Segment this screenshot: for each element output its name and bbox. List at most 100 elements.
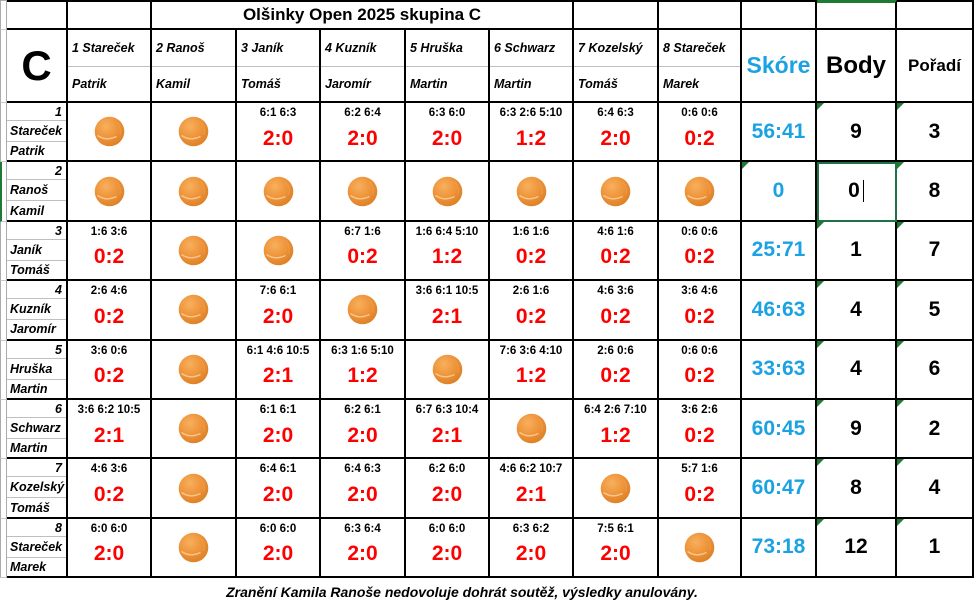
- title-row-empty-cell[interactable]: [742, 0, 817, 30]
- match-cell[interactable]: 2:6 1:6 0:2: [490, 281, 574, 341]
- rank-cell[interactable]: 4: [897, 459, 974, 519]
- player-row-label[interactable]: 1 Stareček Patrik: [7, 103, 68, 163]
- match-cell[interactable]: 5:7 1:6 0:2: [659, 459, 742, 519]
- points-cell[interactable]: 0: [817, 162, 897, 222]
- points-cell[interactable]: 9: [817, 399, 897, 460]
- match-cell[interactable]: [152, 399, 237, 460]
- match-cell[interactable]: [152, 221, 237, 282]
- match-cell[interactable]: [68, 162, 152, 222]
- match-cell[interactable]: 6:0 6:0 2:0: [237, 518, 321, 579]
- match-cell[interactable]: [406, 340, 490, 400]
- score-column-header[interactable]: Skóre: [742, 30, 817, 103]
- rank-cell[interactable]: 2: [897, 399, 974, 460]
- title-row-empty-cell[interactable]: [659, 0, 742, 30]
- match-cell[interactable]: [152, 459, 237, 519]
- match-cell[interactable]: [237, 162, 321, 222]
- match-cell[interactable]: 6:3 6:4 2:0: [321, 518, 406, 579]
- match-cell[interactable]: 1:6 6:4 5:10 1:2: [406, 221, 490, 282]
- match-cell[interactable]: 3:6 2:6 0:2: [659, 399, 742, 460]
- title-row-empty-cell[interactable]: [897, 0, 974, 30]
- score-cell[interactable]: 0: [742, 162, 817, 222]
- match-cell[interactable]: 3:6 6:1 10:5 2:1: [406, 281, 490, 341]
- match-cell[interactable]: 6:7 1:6 0:2: [321, 221, 406, 282]
- match-cell[interactable]: 6:3 1:6 5:10 1:2: [321, 340, 406, 400]
- player-row-label[interactable]: 8 Stareček Marek: [7, 518, 68, 579]
- match-cell[interactable]: [68, 103, 152, 163]
- footer-note-cell[interactable]: Zranění Kamila Ranoše nedovoluje dohrát …: [0, 578, 974, 605]
- group-letter-cell[interactable]: C: [7, 30, 68, 103]
- title-row-empty-cell[interactable]: [68, 0, 152, 30]
- score-cell[interactable]: 73:18: [742, 518, 817, 579]
- player-column-header-3[interactable]: 3 Janík Tomáš: [237, 30, 321, 103]
- match-cell[interactable]: 6:1 4:6 10:5 2:1: [237, 340, 321, 400]
- points-column-header[interactable]: Body: [817, 30, 897, 103]
- match-cell[interactable]: 6:7 6:3 10:4 2:1: [406, 399, 490, 460]
- match-cell[interactable]: 3:6 4:6 0:2: [659, 281, 742, 341]
- match-cell[interactable]: [237, 221, 321, 282]
- points-cell[interactable]: 12: [817, 518, 897, 579]
- match-cell[interactable]: [490, 399, 574, 460]
- score-cell[interactable]: 46:63: [742, 281, 817, 341]
- match-cell[interactable]: 1:6 1:6 0:2: [490, 221, 574, 282]
- match-cell[interactable]: 7:5 6:1 2:0: [574, 518, 659, 579]
- match-cell[interactable]: 4:6 3:6 0:2: [68, 459, 152, 519]
- match-cell[interactable]: [321, 281, 406, 341]
- match-cell[interactable]: 7:6 6:1 2:0: [237, 281, 321, 341]
- match-cell[interactable]: 1:6 3:6 0:2: [68, 221, 152, 282]
- points-cell[interactable]: 1: [817, 221, 897, 282]
- match-cell[interactable]: [574, 162, 659, 222]
- player-column-header-5[interactable]: 5 Hruška Martin: [406, 30, 490, 103]
- match-cell[interactable]: 6:1 6:1 2:0: [237, 399, 321, 460]
- match-cell[interactable]: 0:6 0:6 0:2: [659, 103, 742, 163]
- match-cell[interactable]: [659, 162, 742, 222]
- match-cell[interactable]: 3:6 0:6 0:2: [68, 340, 152, 400]
- match-cell[interactable]: 4:6 1:6 0:2: [574, 221, 659, 282]
- points-cell[interactable]: 9: [817, 103, 897, 163]
- title-row-empty-cell-body-col[interactable]: [817, 0, 897, 30]
- player-column-header-2[interactable]: 2 Ranoš Kamil: [152, 30, 237, 103]
- player-column-header-1[interactable]: 1 Stareček Patrik: [68, 30, 152, 103]
- match-cell[interactable]: [659, 518, 742, 579]
- points-cell[interactable]: 4: [817, 340, 897, 400]
- score-cell[interactable]: 56:41: [742, 103, 817, 163]
- match-cell[interactable]: 7:6 3:6 4:10 1:2: [490, 340, 574, 400]
- match-cell[interactable]: 2:6 4:6 0:2: [68, 281, 152, 341]
- points-cell[interactable]: 4: [817, 281, 897, 341]
- match-cell[interactable]: [406, 162, 490, 222]
- rank-cell[interactable]: 1: [897, 518, 974, 579]
- match-cell[interactable]: 2:6 0:6 0:2: [574, 340, 659, 400]
- sheet-title-cell[interactable]: Olšinky Open 2025 skupina C: [152, 0, 574, 30]
- title-row-empty-cell[interactable]: [7, 0, 68, 30]
- rank-cell[interactable]: 7: [897, 221, 974, 282]
- match-cell[interactable]: 6:3 6:0 2:0: [406, 103, 490, 163]
- rank-cell[interactable]: 3: [897, 103, 974, 163]
- player-row-label[interactable]: 5 Hruška Martin: [7, 340, 68, 400]
- match-cell[interactable]: 6:4 6:3 2:0: [321, 459, 406, 519]
- match-cell[interactable]: 6:2 6:1 2:0: [321, 399, 406, 460]
- match-cell[interactable]: [152, 162, 237, 222]
- player-column-header-8[interactable]: 8 Stareček Marek: [659, 30, 742, 103]
- title-row-empty-cell[interactable]: [574, 0, 659, 30]
- match-cell[interactable]: 6:4 2:6 7:10 1:2: [574, 399, 659, 460]
- rank-column-header[interactable]: Pořadí: [897, 30, 974, 103]
- match-cell[interactable]: 6:3 6:2 2:0: [490, 518, 574, 579]
- match-cell[interactable]: 0:6 0:6 0:2: [659, 340, 742, 400]
- player-row-label[interactable]: 7 Kozelský Tomáš: [7, 459, 68, 519]
- rank-cell[interactable]: 6: [897, 340, 974, 400]
- score-cell[interactable]: 25:71: [742, 221, 817, 282]
- match-cell[interactable]: [152, 103, 237, 163]
- player-row-label[interactable]: 6 Schwarz Martin: [7, 399, 68, 460]
- match-cell[interactable]: [152, 340, 237, 400]
- rank-cell[interactable]: 5: [897, 281, 974, 341]
- match-cell[interactable]: 6:3 2:6 5:10 1:2: [490, 103, 574, 163]
- score-cell[interactable]: 33:63: [742, 340, 817, 400]
- rank-cell[interactable]: 8: [897, 162, 974, 222]
- match-cell[interactable]: [490, 162, 574, 222]
- match-cell[interactable]: 6:0 6:0 2:0: [406, 518, 490, 579]
- match-cell[interactable]: [152, 518, 237, 579]
- match-cell[interactable]: 6:2 6:4 2:0: [321, 103, 406, 163]
- match-cell[interactable]: [574, 459, 659, 519]
- match-cell[interactable]: 6:4 6:1 2:0: [237, 459, 321, 519]
- match-cell[interactable]: 4:6 3:6 0:2: [574, 281, 659, 341]
- player-row-label[interactable]: 4 Kuzník Jaromír: [7, 281, 68, 341]
